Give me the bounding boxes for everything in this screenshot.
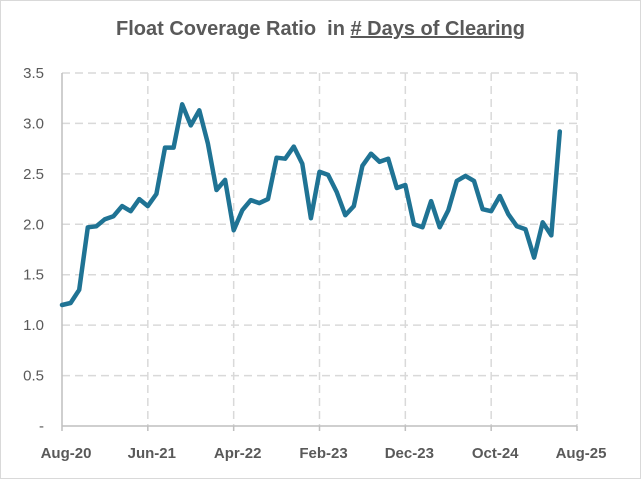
data-point — [292, 144, 296, 148]
data-point — [472, 179, 476, 183]
x-tick-label: Oct-24 — [472, 445, 519, 462]
data-point — [326, 173, 330, 177]
data-point — [249, 198, 253, 202]
data-point — [549, 233, 553, 237]
data-point — [86, 225, 90, 229]
series-line — [59, 102, 563, 308]
chart-title-emphasis: # Days of Clearing — [350, 18, 525, 40]
x-tick-label: Feb-23 — [299, 445, 347, 462]
y-tick-label: 3.0 — [23, 115, 44, 132]
data-point — [446, 208, 450, 212]
data-point — [257, 201, 261, 205]
data-point — [352, 204, 356, 208]
data-point — [189, 123, 193, 127]
chart-title: Float Coverage Ratio in # Days of Cleari… — [0, 18, 641, 41]
data-point — [68, 301, 72, 305]
data-point — [214, 188, 218, 192]
x-tick-label: Apr-22 — [214, 445, 262, 462]
data-point — [171, 145, 175, 149]
data-point — [377, 160, 381, 164]
data-point — [455, 179, 459, 183]
data-point — [369, 152, 373, 156]
tick-labels: - 0.5 1.0 1.5 2.0 2.5 3.0 3.5 Aug-20 Jun-21 Apr-22… — [23, 65, 606, 462]
data-point — [283, 157, 287, 161]
data-point — [137, 197, 141, 201]
data-point — [111, 214, 115, 218]
data-point — [223, 178, 227, 182]
y-tick-label: 0.5 — [23, 368, 44, 385]
data-point — [180, 102, 184, 106]
data-point — [240, 208, 244, 212]
data-point — [77, 288, 81, 292]
y-tick-label: 3.5 — [23, 65, 44, 82]
data-point — [532, 255, 536, 259]
data-point — [395, 186, 399, 190]
x-tick-label: Aug-20 — [41, 445, 92, 462]
data-point — [60, 303, 64, 307]
y-tick-label: - — [39, 418, 44, 435]
x-tick-label: Jun-21 — [128, 445, 176, 462]
data-point — [300, 162, 304, 166]
data-point — [146, 204, 150, 208]
data-point — [232, 228, 236, 232]
data-point — [335, 190, 339, 194]
data-point — [197, 108, 201, 112]
data-point — [523, 227, 527, 231]
data-point — [498, 194, 502, 198]
y-tick-label: 1.5 — [23, 267, 44, 284]
data-point — [558, 129, 562, 133]
x-tick-label: Aug-25 — [556, 445, 607, 462]
data-point — [429, 199, 433, 203]
y-tick-label: 2.5 — [23, 166, 44, 183]
data-point — [463, 174, 467, 178]
data-point — [360, 164, 364, 168]
data-point — [103, 217, 107, 221]
data-point — [163, 145, 167, 149]
axes — [61, 73, 578, 431]
data-point — [206, 141, 210, 145]
data-point — [420, 225, 424, 229]
data-point — [129, 209, 133, 213]
series-layer — [59, 102, 563, 308]
data-point — [266, 197, 270, 201]
chart-title-main: Float Coverage Ratio in — [116, 18, 351, 40]
data-point — [94, 224, 98, 228]
data-point — [506, 212, 510, 216]
data-point — [274, 156, 278, 160]
data-point — [403, 183, 407, 187]
data-point — [317, 170, 321, 174]
y-tick-label: 2.0 — [23, 216, 44, 233]
data-point — [154, 192, 158, 196]
data-point — [438, 225, 442, 229]
y-tick-label: 1.0 — [23, 317, 44, 334]
data-point — [343, 213, 347, 217]
data-point — [515, 224, 519, 228]
data-point — [541, 220, 545, 224]
x-tick-label: Dec-23 — [385, 445, 434, 462]
data-point — [386, 157, 390, 161]
data-point — [120, 204, 124, 208]
data-point — [412, 222, 416, 226]
data-point — [489, 209, 493, 213]
gridlines — [62, 72, 578, 426]
data-point — [480, 207, 484, 211]
data-point — [309, 216, 313, 220]
